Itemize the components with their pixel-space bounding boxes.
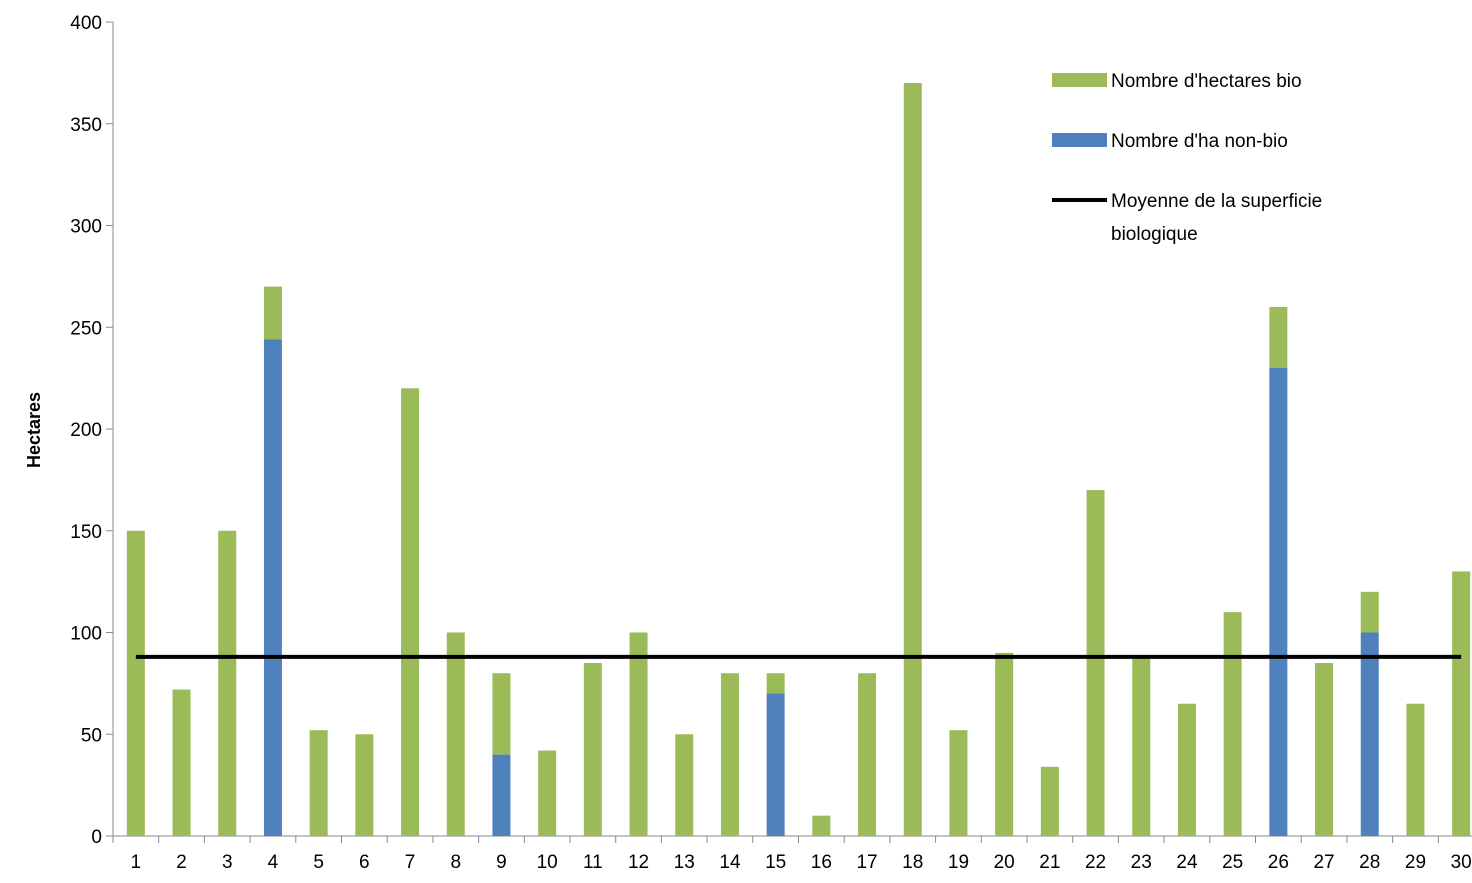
x-tick-label: 3 — [222, 852, 233, 873]
bar-bio — [858, 673, 877, 836]
bar-bio — [903, 83, 922, 837]
bar-bio — [446, 632, 465, 836]
bar-bio — [675, 734, 694, 836]
bar-bio — [1452, 571, 1471, 836]
bar-bio — [309, 730, 328, 836]
x-tick-label: 20 — [994, 852, 1015, 873]
bar-bio — [812, 815, 831, 836]
bar-non-bio — [263, 339, 282, 836]
x-tick-label: 11 — [583, 852, 603, 873]
x-tick-label: 8 — [450, 852, 461, 873]
x-tick-label: 6 — [359, 852, 370, 873]
x-tick-label: 12 — [628, 852, 649, 873]
x-tick-label: 1 — [131, 852, 142, 873]
y-tick-label: 350 — [70, 115, 102, 136]
y-tick-label: 100 — [70, 624, 102, 645]
bar-bio — [1406, 703, 1425, 836]
bar-non-bio — [492, 754, 511, 836]
y-tick-label: 200 — [70, 420, 102, 441]
legend-label: Nombre d'hectares bio — [1111, 71, 1302, 92]
x-tick-label: 9 — [496, 852, 507, 873]
bar-bio — [218, 530, 237, 836]
x-tick-label: 13 — [674, 852, 695, 873]
legend-label: Moyenne de la superficie — [1111, 191, 1322, 212]
bar-bio — [1040, 766, 1059, 836]
bar-bio — [1132, 656, 1151, 836]
x-tick-label: 24 — [1176, 852, 1198, 873]
legend-swatch — [1052, 133, 1107, 147]
x-tick-label: 10 — [537, 852, 558, 873]
axes — [106, 21, 1472, 843]
bar-bio — [401, 388, 420, 836]
x-tick-label: 19 — [948, 852, 969, 873]
bar-bio — [492, 673, 511, 755]
x-tick-label: 27 — [1313, 852, 1334, 873]
bar-bio — [629, 632, 648, 836]
x-tick-label: 21 — [1039, 852, 1060, 873]
bar-bio — [949, 730, 968, 836]
x-tick-label: 29 — [1405, 852, 1426, 873]
x-tick-label: 28 — [1359, 852, 1380, 873]
bar-bio — [995, 652, 1014, 836]
x-tick-label: 2 — [176, 852, 187, 873]
x-tick-label: 26 — [1268, 852, 1289, 873]
bar-bio — [766, 673, 785, 694]
legend-swatch — [1052, 73, 1107, 87]
bar-bio — [126, 530, 145, 836]
bar-non-bio — [766, 693, 785, 836]
legend: Nombre d'hectares bio Nombre d'ha non-bio… — [1052, 71, 1322, 245]
x-tick-label: 14 — [719, 852, 741, 873]
x-tick-label: 15 — [765, 852, 786, 873]
x-tick-label: 17 — [856, 852, 877, 873]
bar-bio — [1315, 663, 1334, 836]
y-tick-label: 0 — [91, 827, 102, 848]
bar-bio — [1269, 306, 1288, 368]
legend-label: biologique — [1111, 224, 1198, 245]
bar-bio — [583, 663, 602, 836]
bar-bio — [538, 750, 557, 836]
y-tick-label: 300 — [70, 217, 102, 238]
x-tick-label: 25 — [1222, 852, 1243, 873]
y-axis-label: Hectares — [24, 392, 44, 468]
bar-bio — [1223, 612, 1242, 836]
x-tick-label: 22 — [1085, 852, 1106, 873]
y-tick-label: 250 — [70, 318, 102, 339]
bar-bio — [1086, 490, 1105, 836]
y-tick-label: 150 — [70, 522, 102, 543]
bar-bio — [172, 689, 191, 836]
bar-bio — [1360, 591, 1379, 633]
x-tick-label: 7 — [405, 852, 416, 873]
bar-non-bio — [1360, 632, 1379, 836]
x-tick-label: 5 — [313, 852, 324, 873]
bar-bio — [355, 734, 374, 836]
legend-label: Nombre d'ha non-bio — [1111, 131, 1288, 152]
bar-non-bio — [1269, 367, 1288, 836]
x-tick-label: 4 — [268, 852, 279, 873]
x-tick-label: 23 — [1131, 852, 1152, 873]
bars — [126, 83, 1471, 837]
bar-bio — [263, 286, 282, 340]
x-tick-label: 30 — [1451, 852, 1472, 873]
x-tick-label: 18 — [902, 852, 923, 873]
y-tick-label: 400 — [70, 13, 102, 34]
y-tick-label: 50 — [81, 725, 102, 746]
bar-bio — [1177, 703, 1196, 836]
bar-bio — [720, 673, 739, 836]
x-tick-label: 16 — [811, 852, 832, 873]
